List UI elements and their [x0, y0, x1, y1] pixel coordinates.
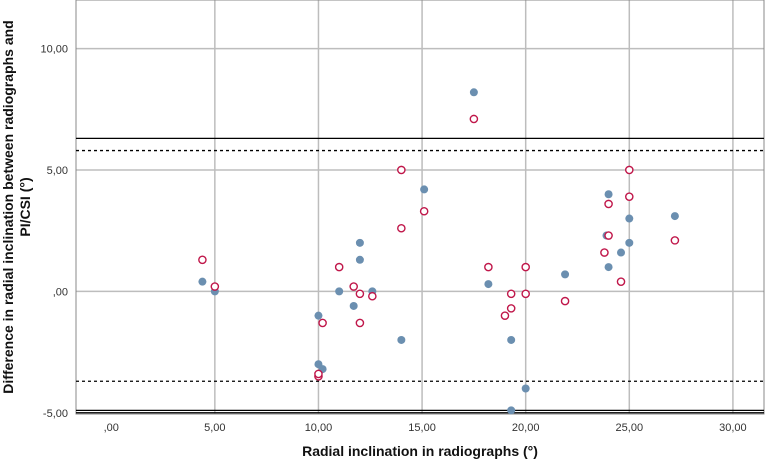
y-axis-title-line-1: Difference in radial inclination between…: [0, 20, 16, 393]
data-point-open: [469, 114, 479, 124]
y-tick-label: ,00: [53, 286, 68, 298]
data-point-filled: [484, 280, 493, 289]
data-point-open: [521, 262, 530, 272]
data-point-open: [318, 318, 327, 328]
data-point-open: [484, 262, 493, 272]
data-point-filled: [335, 287, 344, 296]
data-point-open: [500, 311, 510, 320]
data-point-filled: [355, 255, 364, 264]
x-tick-label: 15,00: [408, 422, 436, 434]
data-point-filled: [604, 263, 613, 272]
data-point-filled: [349, 301, 358, 310]
data-point-filled: [469, 88, 478, 97]
data-point-filled: [561, 270, 570, 279]
data-point-open: [397, 165, 406, 175]
data-point-filled: [625, 214, 634, 223]
data-point-filled: [198, 277, 207, 286]
y-tick-label: 10,00: [40, 44, 68, 56]
data-point-filled: [625, 238, 634, 247]
data-point-open: [604, 199, 613, 209]
data-point-open: [625, 192, 634, 201]
data-point-open: [560, 296, 570, 306]
x-tick-label: 30,00: [719, 422, 747, 434]
tick-labels: ,00 5,00 10,00 15,00 20,00 25,00 30,00 -5,00 ,00…: [40, 44, 746, 434]
y-tick-label: -5,00: [43, 408, 68, 420]
data-point-open: [334, 262, 344, 272]
data-point-filled: [521, 384, 530, 393]
data-point-open: [198, 255, 207, 265]
data-point-open: [355, 318, 365, 328]
data-point-open: [210, 282, 220, 291]
data-point-open: [670, 236, 680, 245]
data-point-open: [506, 289, 516, 299]
plot-area-frame: [75, 0, 765, 415]
data-point-open: [604, 231, 613, 240]
data-point-filled: [670, 212, 679, 221]
data-point-open: [521, 289, 530, 299]
data-point-open: [419, 206, 429, 216]
x-tick-label: 20,00: [512, 422, 540, 434]
data-point-open: [397, 223, 406, 233]
data-point-filled: [314, 311, 323, 320]
data-point-filled: [617, 248, 626, 257]
data-point-open: [506, 304, 516, 313]
y-axis-title-line-2: PI/CSI (°): [17, 177, 33, 236]
data-point-filled: [604, 190, 613, 199]
y-tick-label: 5,00: [47, 165, 68, 177]
x-tick-label: 5,00: [204, 422, 225, 434]
data-point-open: [616, 277, 626, 286]
x-tick-label: 25,00: [616, 422, 644, 434]
data-point-filled: [420, 185, 429, 194]
data-point-open: [349, 282, 358, 291]
data-point-filled: [507, 406, 516, 415]
x-tick-label: ,00: [104, 422, 119, 434]
data-point-open: [355, 289, 365, 299]
x-axis-title: Radial inclination in radiographs (°): [302, 443, 538, 459]
data-point-open: [368, 291, 377, 301]
data-point-open: [600, 248, 609, 257]
data-point-filled: [397, 335, 406, 344]
data-point-filled: [355, 238, 364, 247]
x-tick-label: 10,00: [305, 422, 333, 434]
grid: [76, 0, 764, 414]
data-point-open: [625, 165, 634, 175]
data-points: [198, 88, 680, 415]
reference-lines: [76, 137, 764, 414]
data-point-filled: [507, 335, 516, 344]
data-point-open: [314, 369, 323, 379]
